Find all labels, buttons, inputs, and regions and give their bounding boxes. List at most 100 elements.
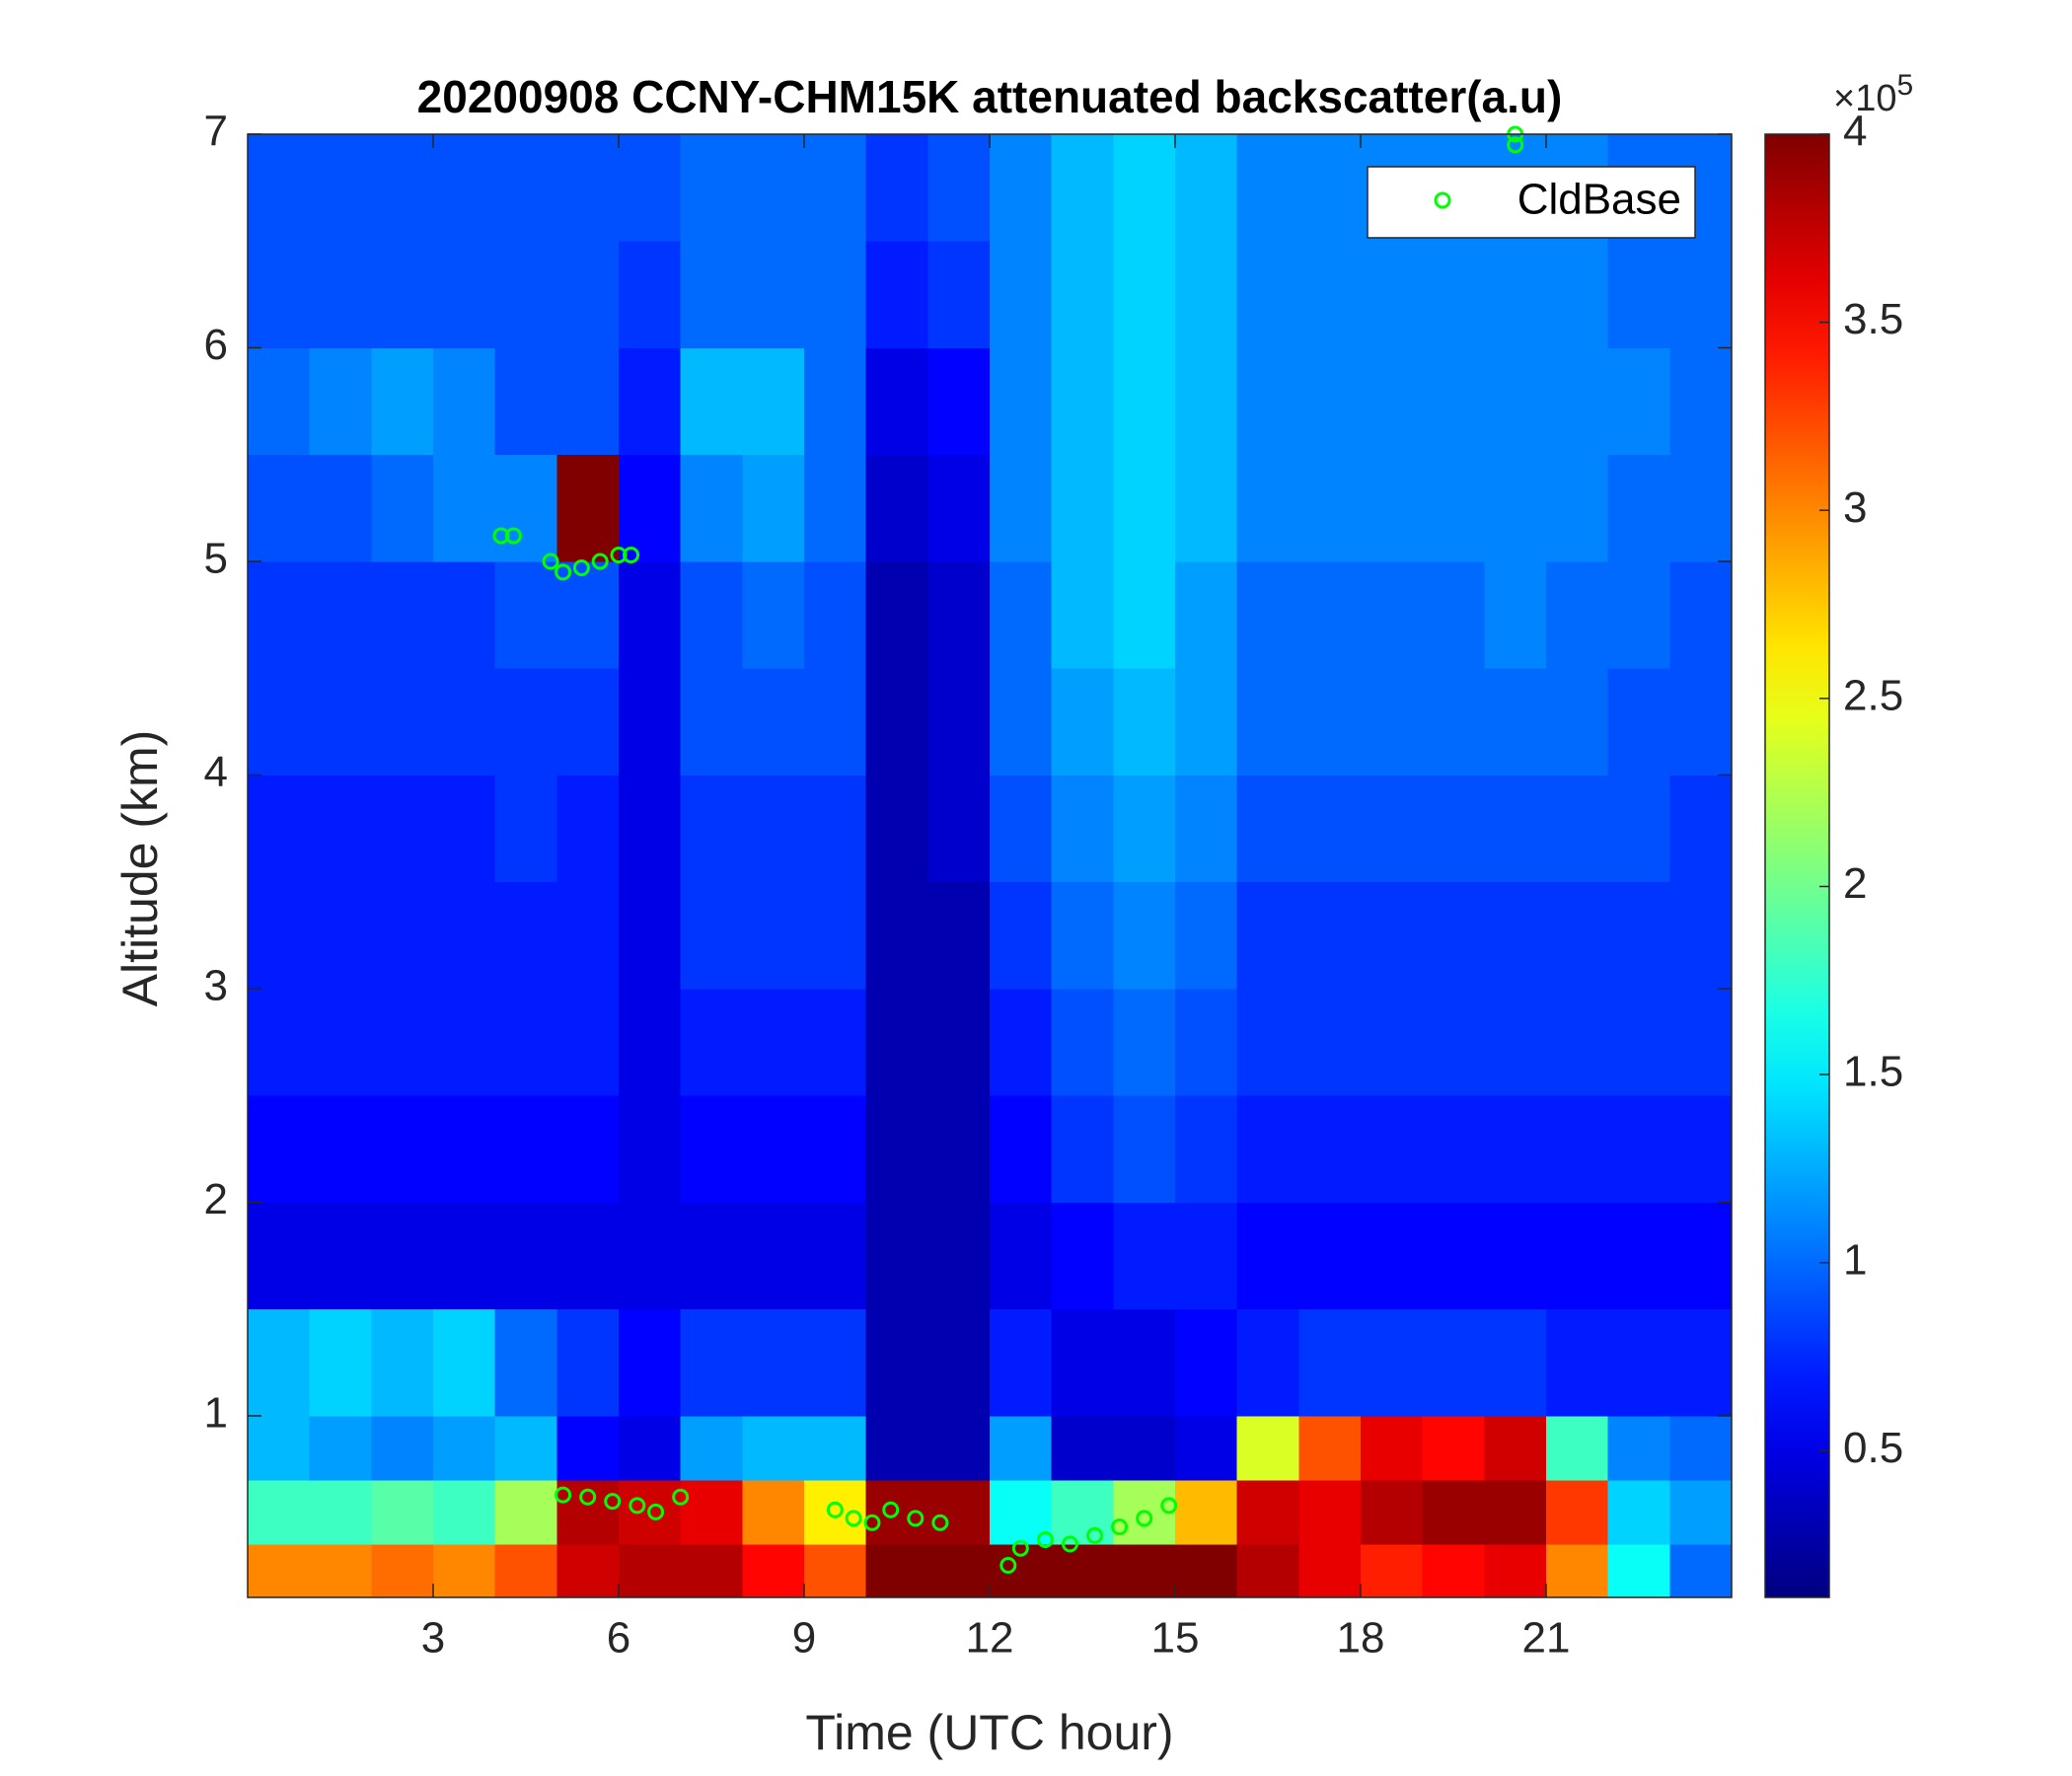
heatmap-cell: [927, 134, 991, 242]
heatmap-cell: [990, 1415, 1053, 1481]
heatmap-cell: [680, 775, 743, 883]
heatmap-cell: [1546, 1543, 1609, 1598]
heatmap-cell: [927, 1308, 991, 1417]
heatmap-cell: [1361, 241, 1424, 348]
heatmap-cell: [371, 134, 434, 242]
heatmap-cell: [1484, 1308, 1547, 1417]
heatmap-cell: [680, 347, 743, 456]
heatmap-cell: [1175, 560, 1238, 669]
heatmap-cell: [1607, 1202, 1670, 1310]
heatmap-cell: [1298, 988, 1362, 1096]
y-axis-label: Altitude (km): [112, 730, 168, 1007]
heatmap-cell: [371, 775, 434, 883]
heatmap-cell: [1361, 775, 1424, 883]
heatmap-cell: [1298, 668, 1362, 776]
heatmap-cell: [248, 347, 311, 456]
heatmap-cell: [742, 988, 805, 1096]
cloud-base-point: [542, 553, 559, 570]
heatmap-cell: [1669, 560, 1733, 669]
heatmap-cell: [619, 560, 682, 669]
heatmap-cell: [1236, 560, 1299, 669]
heatmap-cell: [1298, 560, 1362, 669]
heatmap-cell: [1484, 668, 1547, 776]
cloud-base-point: [672, 1488, 690, 1506]
heatmap-cell: [619, 1308, 682, 1417]
heatmap-cell: [371, 988, 434, 1096]
heatmap-cell: [865, 668, 928, 776]
cloud-base-point: [1136, 1510, 1153, 1527]
heatmap-cell: [1669, 241, 1733, 348]
x-tick-label: 12: [966, 1614, 1014, 1663]
heatmap-cell: [1546, 347, 1609, 456]
heatmap-cell: [927, 241, 991, 348]
heatmap-cell: [680, 1479, 743, 1545]
heatmap-cell: [1607, 1415, 1670, 1481]
heatmap-cell: [1607, 1095, 1670, 1203]
heatmap-cell: [1484, 1543, 1547, 1598]
heatmap-cell: [1546, 1202, 1609, 1310]
heatmap-cell: [680, 560, 743, 669]
cloud-base-point: [647, 1503, 665, 1520]
heatmap-cell: [804, 1415, 867, 1481]
heatmap-cell: [742, 560, 805, 669]
heatmap-cell: [865, 1415, 928, 1481]
heatmap-cell: [1113, 1308, 1176, 1417]
heatmap-cell: [1236, 1415, 1299, 1481]
heatmap-cell: [309, 1095, 372, 1203]
heatmap-cell: [1175, 1095, 1238, 1203]
heatmap-cell: [742, 1308, 805, 1417]
heatmap-cell: [1422, 775, 1485, 883]
heatmap-cell: [1051, 241, 1114, 348]
heatmap-cell: [990, 454, 1053, 562]
heatmap-cell: [309, 347, 372, 456]
cloud-base-point: [999, 1557, 1017, 1575]
cloud-base-point: [1507, 136, 1524, 154]
x-tick-label: 6: [607, 1614, 630, 1663]
x-tick-label: 15: [1151, 1614, 1200, 1663]
heatmap-cell: [1546, 775, 1609, 883]
heatmap-cell: [556, 1415, 620, 1481]
heatmap-cell: [865, 1308, 928, 1417]
heatmap-cell: [309, 668, 372, 776]
heatmap-cell: [1051, 347, 1114, 456]
y-tick-label: 6: [204, 321, 228, 369]
heatmap-cell: [990, 668, 1053, 776]
heatmap-cell: [1546, 988, 1609, 1096]
heatmap-cell: [1422, 988, 1485, 1096]
heatmap-cell: [248, 1308, 311, 1417]
heatmap-cell: [556, 775, 620, 883]
heatmap-cell: [1175, 1415, 1238, 1481]
heatmap-cell: [804, 775, 867, 883]
heatmap-cell: [1236, 881, 1299, 990]
heatmap-cell: [1113, 668, 1176, 776]
heatmap-cell: [556, 668, 620, 776]
heatmap-cell: [742, 134, 805, 242]
heatmap-cell: [1298, 1543, 1362, 1598]
heatmap-cell: [1422, 668, 1485, 776]
heatmap-cell: [1298, 454, 1362, 562]
heatmap-cell: [1051, 454, 1114, 562]
heatmap-cell: [556, 1543, 620, 1598]
heatmap-cell: [433, 241, 496, 348]
heatmap-cell: [248, 1202, 311, 1310]
cloud-base-point: [1011, 1539, 1029, 1557]
heatmap-cell: [1669, 668, 1733, 776]
heatmap-cell: [1484, 988, 1547, 1096]
heatmap: [248, 134, 1733, 1598]
heatmap-cell: [371, 560, 434, 669]
heatmap-cell: [494, 1095, 557, 1203]
heatmap-cell: [1175, 241, 1238, 348]
heatmap-cell: [804, 560, 867, 669]
cloud-base-point: [1086, 1526, 1104, 1544]
heatmap-cell: [1113, 347, 1176, 456]
heatmap-cell: [1669, 1095, 1733, 1203]
heatmap-cell: [1484, 454, 1547, 562]
x-tick-label: 21: [1522, 1614, 1571, 1663]
heatmap-cell: [1113, 134, 1176, 242]
heatmap-cell: [1361, 347, 1424, 456]
heatmap-cell: [494, 1415, 557, 1481]
heatmap-cell: [433, 988, 496, 1096]
heatmap-cell: [1422, 241, 1485, 348]
heatmap-cell: [248, 241, 311, 348]
